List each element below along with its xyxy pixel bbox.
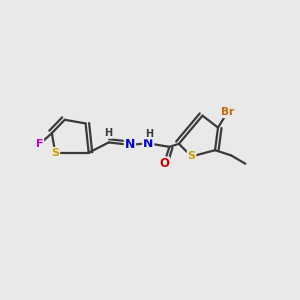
Text: H: H xyxy=(145,129,153,139)
Text: H: H xyxy=(104,128,112,138)
Text: O: O xyxy=(159,158,169,170)
Text: S: S xyxy=(51,148,59,158)
Text: N: N xyxy=(143,137,153,150)
Text: S: S xyxy=(188,152,196,161)
Text: Br: Br xyxy=(221,107,234,117)
Text: N: N xyxy=(125,138,135,151)
Text: F: F xyxy=(36,139,43,149)
